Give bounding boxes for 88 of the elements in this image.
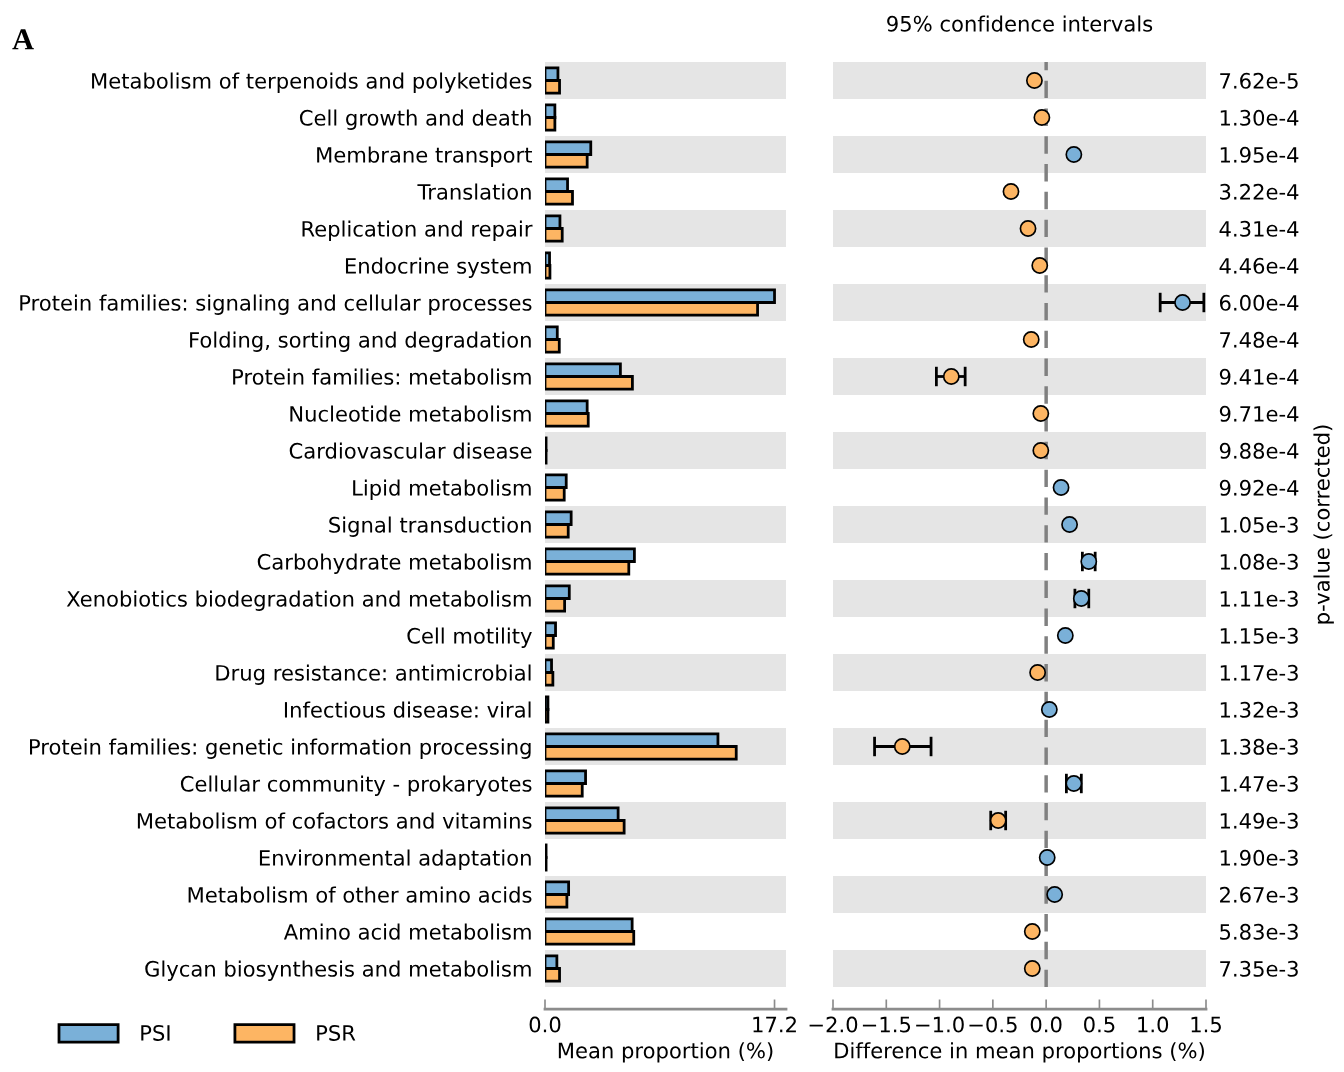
legend-label: PSI xyxy=(141,1024,170,1041)
y2-tick-label: 7.48e-4 xyxy=(1220,331,1299,348)
y-tick-label: Drug resistance: antimicrobial xyxy=(216,664,531,685)
y-tick-label: Translation xyxy=(417,183,531,200)
point xyxy=(1052,479,1070,496)
y2-tick-label: 1.11e-3 xyxy=(1220,590,1298,607)
y2-tick-label: 7.62e-5 xyxy=(1220,72,1298,89)
point xyxy=(1022,331,1040,348)
y2-tick-label: 9.92e-4 xyxy=(1219,479,1299,496)
y-tick-label: Xenobiotics biodegradation and metabolism xyxy=(66,590,531,611)
x-tick-label: 0.5 xyxy=(1084,1016,1115,1033)
y-tick-label: Infectious disease: viral xyxy=(284,701,531,718)
point xyxy=(1025,72,1043,89)
point xyxy=(1032,405,1050,422)
y2-tick-label: 1.38e-3 xyxy=(1220,738,1298,755)
point xyxy=(1033,109,1051,126)
point xyxy=(1046,886,1064,903)
point xyxy=(1056,627,1074,644)
y2-tick-label: 1.17e-3 xyxy=(1220,664,1298,681)
y-tick-label: Lipid metabolism xyxy=(353,479,531,500)
x-tick-label: −1.0 xyxy=(916,1016,964,1033)
y-tick-label: Endocrine system xyxy=(345,257,531,278)
point xyxy=(1019,220,1037,237)
x-tick-label: 1.0 xyxy=(1138,1016,1169,1033)
legend-label: PSR xyxy=(317,1024,356,1041)
x-axis-title: Difference in mean proportions (%) xyxy=(835,1042,1204,1063)
y2-tick-label: 2.67e-3 xyxy=(1220,886,1298,903)
y2-tick-label: 6.00e-4 xyxy=(1219,294,1299,311)
point xyxy=(942,368,960,385)
y2-tick-label: 4.31e-4 xyxy=(1219,220,1299,237)
y-tick-label: Protein families: metabolism xyxy=(233,368,531,385)
y2-tick-label: 1.15e-3 xyxy=(1220,627,1298,644)
x-tick-label: −2.0 xyxy=(809,1016,858,1033)
y-tick-label: Carbohydrate metabolism xyxy=(257,553,531,574)
y2-tick-label: 1.05e-3 xyxy=(1220,516,1298,533)
y-tick-label: Environmental adaptation xyxy=(259,849,531,870)
y2-tick-label: 3.22e-4 xyxy=(1220,183,1299,200)
x-tick-label: −0.5 xyxy=(969,1016,1017,1033)
y-tick-label: Cell motility xyxy=(407,627,532,648)
point xyxy=(1023,960,1041,977)
y-tick-label: Cardiovascular disease xyxy=(289,442,532,459)
y2-tick-label: 1.90e-3 xyxy=(1220,849,1298,866)
y2-tick-label: 1.49e-3 xyxy=(1220,812,1298,829)
point xyxy=(1040,701,1058,718)
chart-title: 95% confidence intervals xyxy=(887,15,1153,32)
y2-tick-label: 5.83e-3 xyxy=(1220,923,1298,940)
y2-axis-title: p-value (corrected) xyxy=(1313,425,1334,624)
point xyxy=(893,738,911,755)
point xyxy=(1002,183,1020,200)
point xyxy=(1038,849,1056,866)
x-tick-label: 0.0 xyxy=(1030,1016,1062,1033)
y2-tick-label: 7.35e-3 xyxy=(1220,960,1298,977)
y2-tick-label: 4.46e-4 xyxy=(1219,257,1299,274)
y2-tick-label: 1.47e-3 xyxy=(1220,775,1298,792)
y-tick-label: Metabolism of other amino acids xyxy=(188,886,532,903)
y-tick-label: Metabolism of cofactors and vitamins xyxy=(137,812,532,829)
y-tick-label: Protein families: genetic information processing xyxy=(30,738,531,759)
y2-tick-label: 1.30e-4 xyxy=(1220,109,1299,126)
point xyxy=(1029,664,1047,681)
y-tick-label: Cellular community - prokaryotes xyxy=(180,775,532,796)
point xyxy=(1031,257,1049,274)
point xyxy=(1174,294,1191,311)
y-tick-label: Metabolism of terpenoids and polyketides xyxy=(92,72,532,93)
point xyxy=(1061,516,1079,533)
x-tick-label: 0.0 xyxy=(529,1016,561,1033)
y-tick-label: Cell growth and death xyxy=(299,109,531,130)
y-tick-label: Folding, sorting and degradation xyxy=(190,331,531,352)
y2-tick-label: 9.41e-4 xyxy=(1219,368,1299,385)
x-tick-label: −1.5 xyxy=(862,1016,911,1033)
point xyxy=(1032,442,1050,459)
y2-tick-label: 1.95e-4 xyxy=(1220,146,1299,163)
x-tick-label: 1.5 xyxy=(1191,1016,1221,1033)
y-tick-label: Nucleotide metabolism xyxy=(290,405,531,422)
y2-tick-label: 1.32e-3 xyxy=(1220,701,1298,718)
y-tick-label: Replication and repair xyxy=(302,220,533,241)
y-tick-label: Glycan biosynthesis and metabolism xyxy=(145,960,531,981)
y-tick-label: Membrane transport xyxy=(317,146,532,167)
point xyxy=(1023,923,1041,940)
x-tick-label: 17.2 xyxy=(753,1016,796,1033)
y2-tick-label: 1.08e-3 xyxy=(1220,553,1298,570)
text: A xyxy=(12,29,34,50)
y-tick-label: Protein families: signaling and cellular processes xyxy=(20,294,532,315)
y2-tick-label: 9.88e-4 xyxy=(1219,442,1299,459)
y-tick-label: Signal transduction xyxy=(329,516,531,537)
x-axis-title: Mean proportion (%) xyxy=(558,1042,773,1063)
y2-tick-label: 9.71e-4 xyxy=(1219,405,1299,422)
point xyxy=(1065,146,1083,163)
y-tick-label: Amino acid metabolism xyxy=(283,923,531,940)
